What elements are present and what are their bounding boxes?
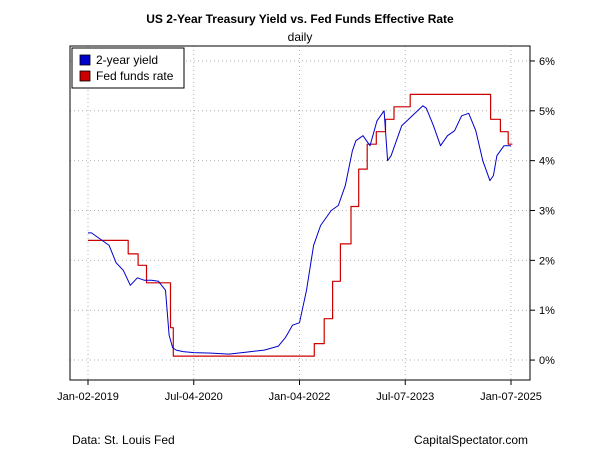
plot-frame bbox=[69, 45, 531, 381]
chart-subtitle: daily bbox=[288, 30, 313, 44]
y-tick-label: 4% bbox=[539, 156, 555, 168]
x-tick-label: Jan-02-2019 bbox=[57, 391, 119, 403]
grid bbox=[70, 46, 530, 380]
x-tick-label: Jan-04-2022 bbox=[269, 391, 331, 403]
y-axis: 0% 1% 2% 3% 4% 5% 6% bbox=[530, 56, 555, 367]
series-line-fed-funds bbox=[88, 93, 513, 357]
legend-box bbox=[71, 47, 185, 89]
y-tick-label: 6% bbox=[539, 56, 555, 68]
footer-source: Data: St. Louis Fed bbox=[72, 433, 175, 447]
y-tick-label: 1% bbox=[539, 305, 555, 317]
series-line-2yr-yield bbox=[88, 105, 511, 355]
legend: 2-year yield Fed funds rate bbox=[71, 47, 185, 89]
legend-swatch-yield bbox=[79, 54, 91, 66]
x-tick-label: Jan-07-2025 bbox=[480, 391, 542, 403]
x-axis: Jan-02-2019 Jul-04-2020 Jan-04-2022 Jul-07-… bbox=[57, 380, 542, 403]
x-tick-label: Jul-04-2020 bbox=[165, 391, 223, 403]
legend-swatch-fedfunds bbox=[79, 70, 91, 82]
y-tick-label: 0% bbox=[539, 355, 555, 367]
legend-label-fedfunds: Fed funds rate bbox=[96, 69, 174, 83]
y-tick-label: 5% bbox=[539, 106, 555, 118]
chart-title: US 2-Year Treasury Yield vs. Fed Funds E… bbox=[146, 12, 454, 26]
x-tick-label: Jul-07-2023 bbox=[376, 391, 434, 403]
y-tick-label: 2% bbox=[539, 255, 555, 267]
footer-site: CapitalSpectator.com bbox=[414, 433, 528, 447]
y-tick-label: 3% bbox=[539, 206, 555, 218]
series-layer bbox=[88, 93, 513, 357]
legend-label-yield: 2-year yield bbox=[96, 53, 158, 67]
